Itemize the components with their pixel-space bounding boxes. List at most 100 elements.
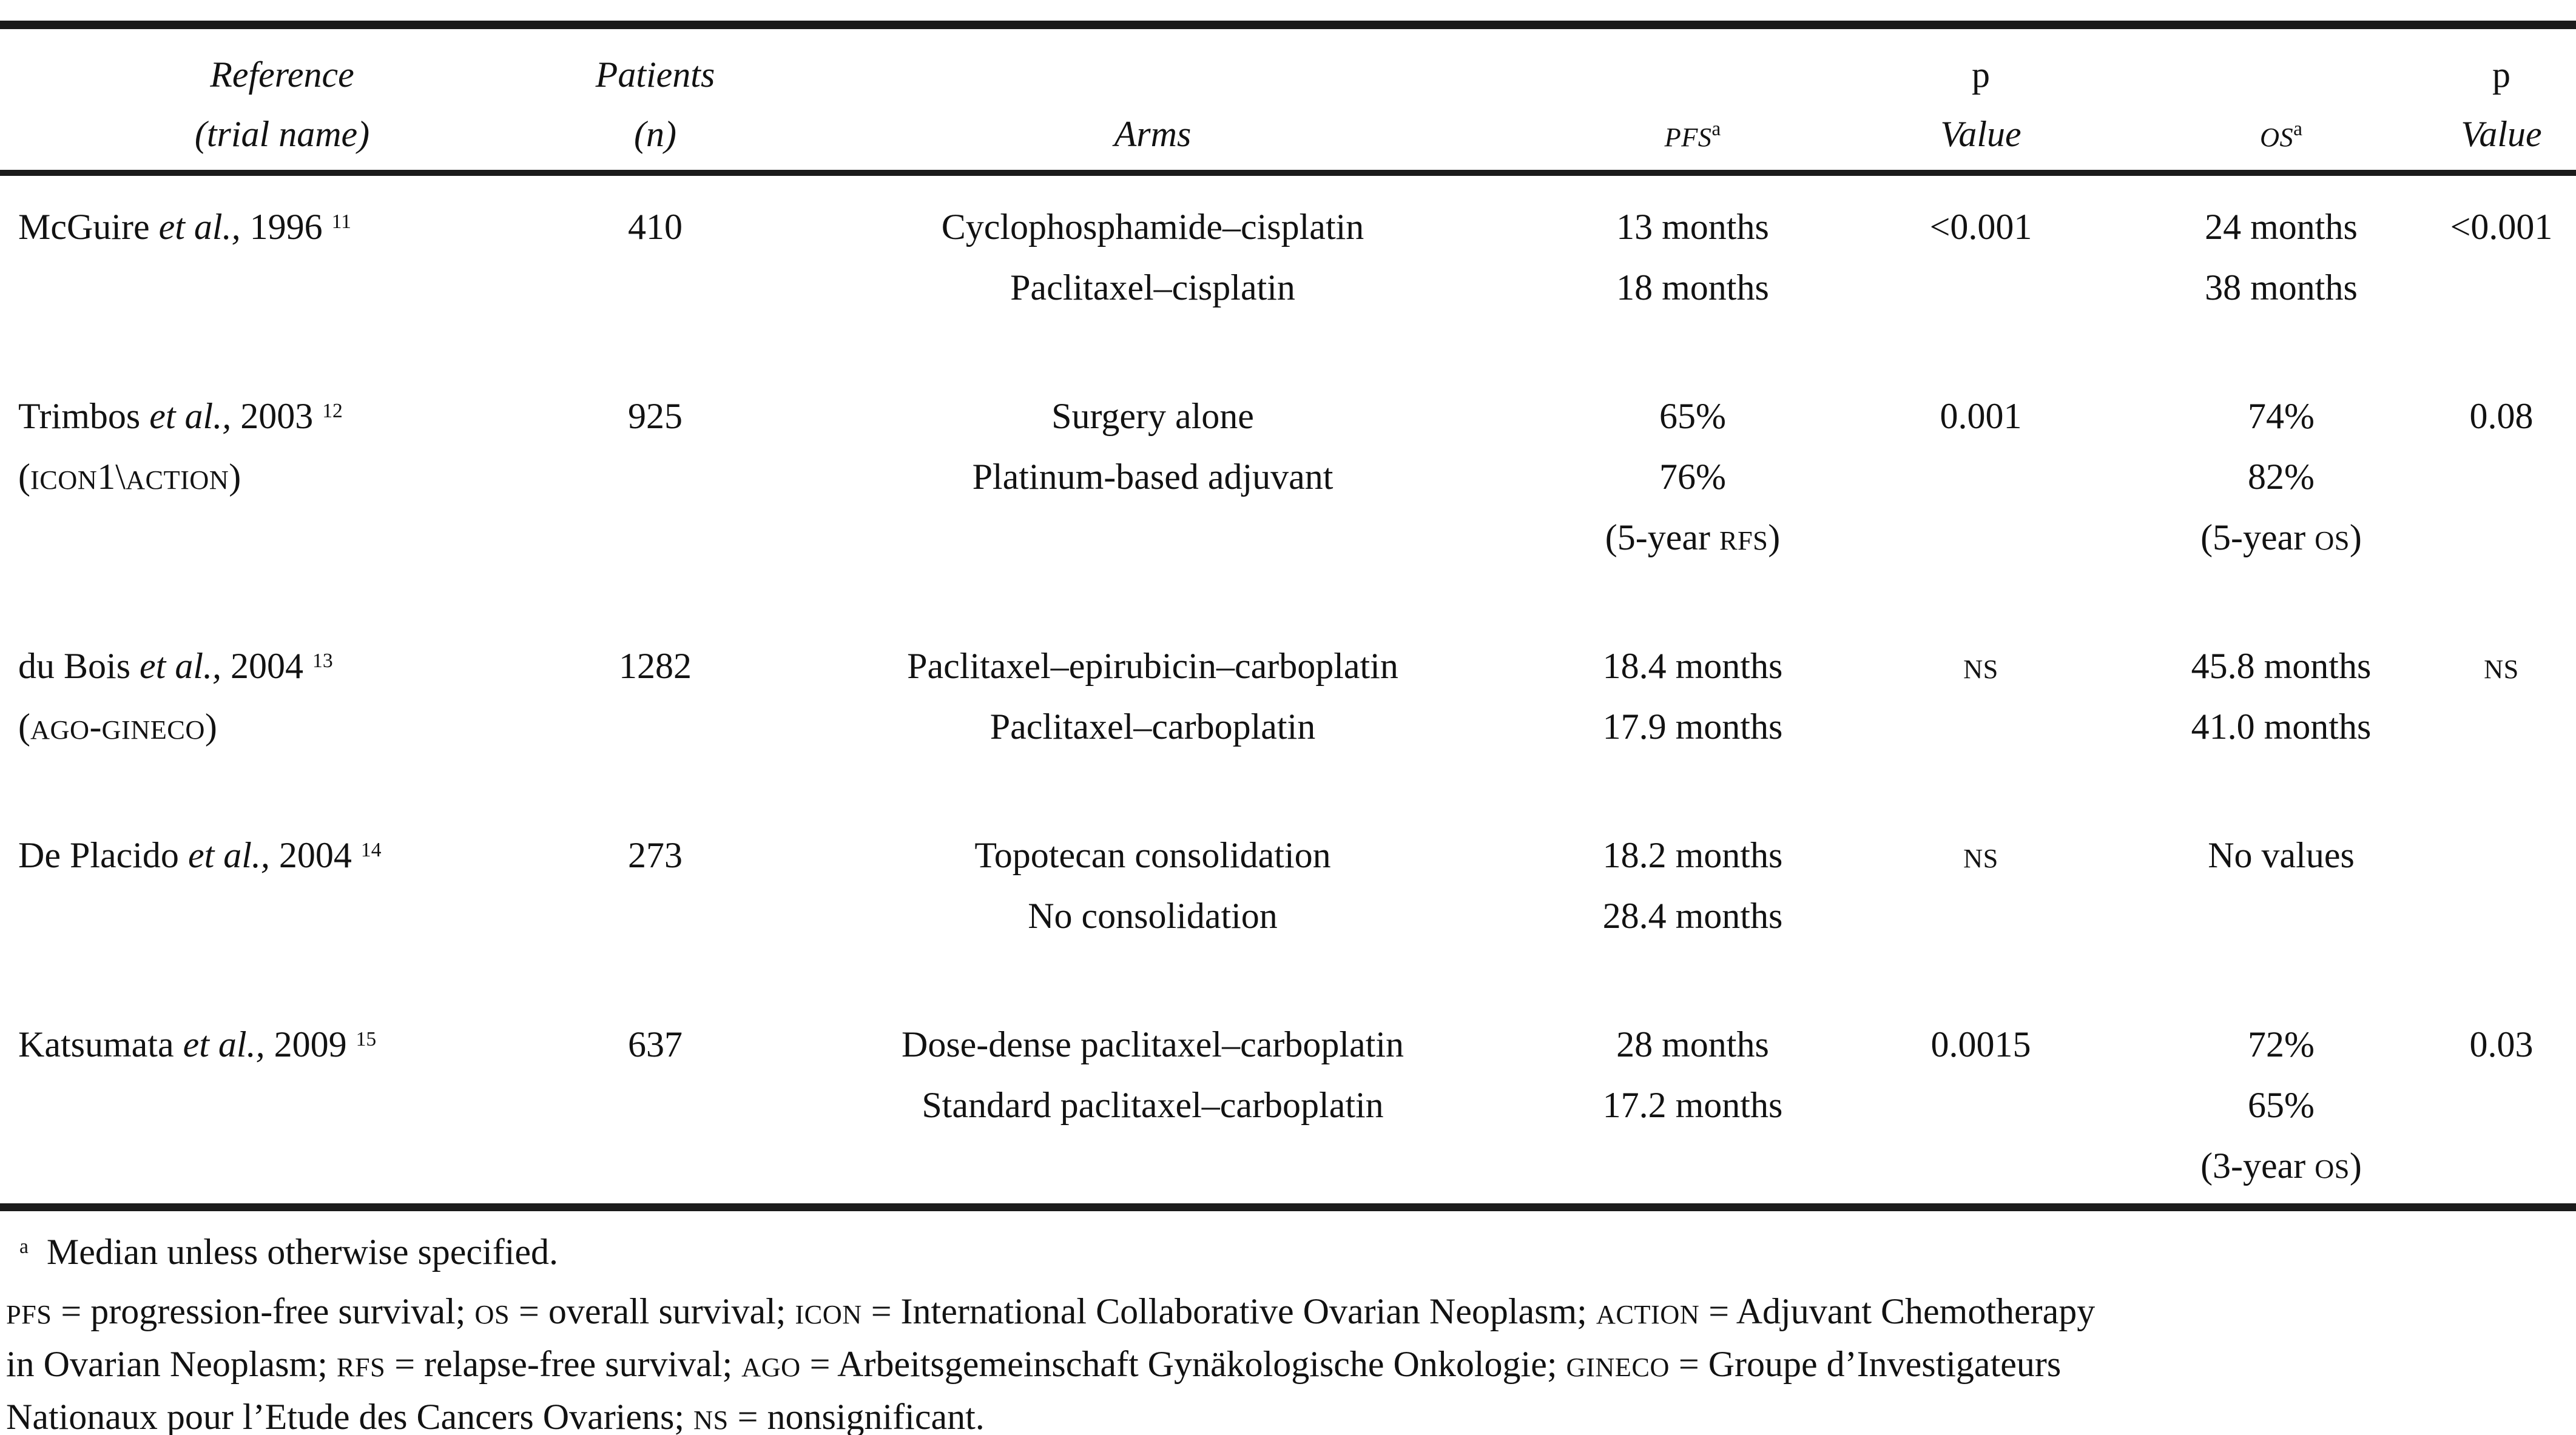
cell-os: 72% 65% (3-year OS) xyxy=(2136,993,2427,1208)
cell-p-value-pfs: NS xyxy=(1826,804,2136,993)
footnote-abbrev-line: in Ovarian Neoplasm; RFS = relapse-free … xyxy=(6,1344,2062,1384)
cell-reference: De Placido et al., 2004 14 xyxy=(0,804,564,993)
cell-line: 273 xyxy=(628,835,683,875)
column-header-arms: Arms xyxy=(746,25,1559,176)
cell-os: No values xyxy=(2136,804,2427,993)
cell-line: Katsumata et al., 2009 15 xyxy=(18,1024,377,1064)
header-line: PFSa xyxy=(1664,117,1721,152)
cell-line: 28.4 months xyxy=(1602,896,1783,936)
column-header-reference: Reference (trial name) xyxy=(0,25,564,176)
cell-p-value-pfs: 0.001 xyxy=(1826,365,2136,615)
footnote-abbrev-line: Nationaux pour l’Etude des Cancers Ovari… xyxy=(6,1397,985,1435)
cell-line: NS xyxy=(1963,654,1998,684)
column-header-p-value-pfs: p Value xyxy=(1826,25,2136,176)
cell-line: 13 months xyxy=(1616,207,1769,247)
cell-line: 18 months xyxy=(1616,267,1769,308)
cell-line: (5-year OS) xyxy=(2200,517,2362,557)
trial-row-3: du Bois et al., 2004 13 (AGO-GINECO) 1282 P… xyxy=(0,615,2576,804)
trial-row-4: De Placido et al., 2004 14 273 Topotecan c… xyxy=(0,804,2576,993)
header-line: Value xyxy=(1940,114,2021,154)
cell-line: McGuire et al., 1996 11 xyxy=(18,207,351,247)
cell-pfs: 13 months 18 months xyxy=(1559,173,1826,365)
cell-p-value-os: <0.001 xyxy=(2427,173,2576,365)
cell-line: Topotecan consolidation xyxy=(974,835,1331,875)
cell-line: De Placido et al., 2004 14 xyxy=(18,835,382,875)
trials-table: Reference (trial name) Patients (n) Arms PFSa… xyxy=(0,21,2576,1211)
header-row: Reference (trial name) Patients (n) Arms PFSa… xyxy=(0,25,2576,176)
cell-line: 18.2 months xyxy=(1602,835,1783,875)
cell-patients: 410 xyxy=(564,173,746,365)
cell-arms: Dose-dense paclitaxel–carboplatin Standar… xyxy=(746,993,1559,1208)
header-line: Patients xyxy=(595,55,715,95)
cell-line: NS xyxy=(2484,654,2519,684)
cell-line: <0.001 xyxy=(2450,207,2553,247)
cell-line: 41.0 months xyxy=(2191,707,2372,747)
cell-line: 38 months xyxy=(2205,267,2358,308)
cell-p-value-os: 0.08 xyxy=(2427,365,2576,615)
cell-patients: 273 xyxy=(564,804,746,993)
cell-line: (AGO-GINECO) xyxy=(18,707,217,747)
cell-line: du Bois et al., 2004 13 xyxy=(18,646,333,686)
table-footnotes: a Median unless otherwise specified. PFS… xyxy=(6,1227,2576,1435)
column-header-os: OSa xyxy=(2136,25,2427,176)
cell-arms: Cyclophosphamide–cisplatin Paclitaxel–cis… xyxy=(746,173,1559,365)
cell-line: No values xyxy=(2208,835,2355,875)
table-header: Reference (trial name) Patients (n) Arms PFSa… xyxy=(0,25,2576,176)
cell-arms: Paclitaxel–epirubicin–carboplatin Paclita… xyxy=(746,615,1559,804)
cell-p-value-os: NS xyxy=(2427,615,2576,804)
column-header-p-value-os: p Value xyxy=(2427,25,2576,176)
cell-line: 0.0015 xyxy=(1930,1024,2031,1064)
cell-p-value-os: 0.03 xyxy=(2427,993,2576,1208)
cell-line: 17.9 months xyxy=(1602,707,1783,747)
cell-patients: 1282 xyxy=(564,615,746,804)
header-line: OSa xyxy=(2259,117,2303,152)
header-line: Reference xyxy=(210,55,354,95)
header-line: Value xyxy=(2461,114,2542,154)
cell-pfs: 28 months 17.2 months xyxy=(1559,993,1826,1208)
cell-reference: Trimbos et al., 2003 12 (ICON1\ACTION) xyxy=(0,365,564,615)
cell-line: Trimbos et al., 2003 12 xyxy=(18,396,343,436)
cell-line: (5-year RFS) xyxy=(1605,517,1781,557)
cell-line: <0.001 xyxy=(1929,207,2032,247)
cell-line: 24 months xyxy=(2205,207,2358,247)
cell-arms: Topotecan consolidation No consolidation xyxy=(746,804,1559,993)
cell-line: 65% xyxy=(1659,396,1726,436)
footnote-abbreviations: PFS = progression-free survival; OS = ov… xyxy=(6,1286,2576,1435)
trial-row-2: Trimbos et al., 2003 12 (ICON1\ACTION) 925… xyxy=(0,365,2576,615)
cell-reference: du Bois et al., 2004 13 (AGO-GINECO) xyxy=(0,615,564,804)
table-body: McGuire et al., 1996 11 410 Cyclophosphami… xyxy=(0,173,2576,1208)
cell-line: Platinum-based adjuvant xyxy=(972,457,1334,497)
cell-line: 0.001 xyxy=(1940,396,2022,436)
cell-line: (ICON1\ACTION) xyxy=(18,457,241,497)
cell-line: 28 months xyxy=(1616,1024,1769,1064)
cell-line: 1282 xyxy=(619,646,692,686)
cell-line: (3-year OS) xyxy=(2200,1146,2362,1186)
cell-os: 74% 82% (5-year OS) xyxy=(2136,365,2427,615)
header-line: p xyxy=(2492,55,2510,95)
cell-pfs: 18.4 months 17.9 months xyxy=(1559,615,1826,804)
cell-line: No consolidation xyxy=(1028,896,1278,936)
trial-row-5: Katsumata et al., 2009 15 637 Dose-dense p… xyxy=(0,993,2576,1208)
header-line: (n) xyxy=(634,114,676,154)
cell-arms: Surgery alone Platinum-based adjuvant xyxy=(746,365,1559,615)
cell-patients: 925 xyxy=(564,365,746,615)
cell-reference: McGuire et al., 1996 11 xyxy=(0,173,564,365)
cell-line: 17.2 months xyxy=(1602,1085,1783,1125)
cell-line: 74% xyxy=(2248,396,2315,436)
footnote-abbrev-line: PFS = progression-free survival; OS = ov… xyxy=(6,1291,2096,1331)
cell-p-value-pfs: NS xyxy=(1826,615,2136,804)
cell-patients: 637 xyxy=(564,993,746,1208)
column-header-pfs: PFSa xyxy=(1559,25,1826,176)
cell-line: 0.03 xyxy=(2469,1024,2534,1064)
header-line: p xyxy=(1972,55,1990,95)
cell-line: Paclitaxel–cisplatin xyxy=(1010,267,1295,308)
cell-line: Surgery alone xyxy=(1051,396,1254,436)
cell-line: 82% xyxy=(2248,457,2315,497)
cell-reference: Katsumata et al., 2009 15 xyxy=(0,993,564,1208)
cell-line: NS xyxy=(1963,843,1998,873)
cell-line: 925 xyxy=(628,396,683,436)
cell-os: 24 months 38 months xyxy=(2136,173,2427,365)
trial-row-1: McGuire et al., 1996 11 410 Cyclophosphami… xyxy=(0,173,2576,365)
cell-line: 65% xyxy=(2248,1085,2315,1125)
